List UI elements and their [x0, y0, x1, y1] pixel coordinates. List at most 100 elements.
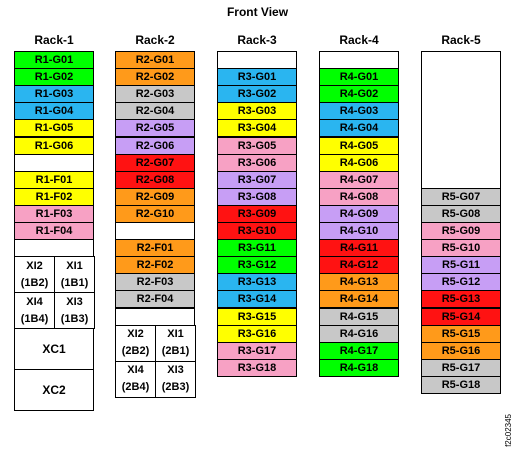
xi-label: XI4: [127, 364, 144, 377]
empty-slot: [14, 239, 94, 258]
xi-label: XI1: [66, 259, 83, 272]
slot-r5-g09: R5-G09: [421, 222, 501, 241]
slot-r2-g03: R2-G03: [115, 85, 195, 104]
slot-r5-g10: R5-G10: [421, 239, 501, 258]
slot-r3-g17: R3-G17: [217, 341, 297, 360]
slot-r1-g01: R1-G01: [14, 51, 94, 70]
xi-sub: (2B4): [121, 381, 150, 394]
slot-r5-g18: R5-G18: [421, 375, 501, 394]
xi-sub: (2B1): [161, 345, 190, 358]
slot-r2-g01: R2-G01: [115, 51, 195, 70]
xi-block: XI3 (2B3): [155, 360, 196, 398]
slot-r4-g07: R4-G07: [319, 170, 399, 189]
slot-r2-g02: R2-G02: [115, 68, 195, 87]
slot-r5-g14: R5-G14: [421, 307, 501, 326]
slot-r1-g05: R1-G05: [14, 119, 94, 138]
xi-sub: (1B2): [20, 276, 49, 289]
empty-slot: [217, 51, 297, 70]
slot-r2-f02: R2-F02: [115, 256, 195, 275]
rack-label: Rack-4: [339, 33, 379, 47]
slot-r4-g14: R4-G14: [319, 290, 399, 309]
slot-r3-g15: R3-G15: [217, 307, 297, 326]
xi-label: XI2: [26, 259, 43, 272]
xi-block: XI4 (2B4): [115, 360, 156, 398]
slot-r3-g11: R3-G11: [217, 239, 297, 258]
slot-r4-g08: R4-G08: [319, 187, 399, 206]
xi-block: XI4 (1B4): [14, 292, 55, 330]
slot-r4-g15: R4-G15: [319, 307, 399, 326]
empty-slot: [14, 153, 94, 172]
slot-r3-g13: R3-G13: [217, 273, 297, 292]
slot-r3-g07: R3-G07: [217, 170, 297, 189]
slot-r1-f03: R1-F03: [14, 204, 94, 223]
slot-r4-g04: R4-G04: [319, 119, 399, 138]
slot-r4-g05: R4-G05: [319, 136, 399, 155]
xi-label: XI3: [66, 295, 83, 308]
empty-slot: [319, 51, 399, 70]
slot-r3-g14: R3-G14: [217, 290, 297, 309]
slot-r1-g02: R1-G02: [14, 68, 94, 87]
rack-label: Rack-2: [135, 33, 175, 47]
xi-block: XI2 (2B2): [115, 324, 156, 362]
xi-sub: (2B2): [121, 345, 150, 358]
slot-r3-g16: R3-G16: [217, 324, 297, 343]
slot-r5-g08: R5-G08: [421, 204, 501, 223]
slot-r3-g04: R3-G04: [217, 119, 297, 138]
xi-label: XI3: [167, 364, 184, 377]
slot-r3-g09: R3-G09: [217, 204, 297, 223]
slot-r2-f04: R2-F04: [115, 290, 195, 309]
slot-r1-g04: R1-G04: [14, 102, 94, 121]
rack-label: Rack-1: [34, 33, 74, 47]
slot-r2-g10: R2-G10: [115, 204, 195, 223]
slot-r5-g13: R5-G13: [421, 290, 501, 309]
slot-r2-g09: R2-G09: [115, 187, 195, 206]
slot-r4-g13: R4-G13: [319, 273, 399, 292]
slot-r4-g11: R4-G11: [319, 239, 399, 258]
slot-r4-g18: R4-G18: [319, 358, 399, 377]
slot-r3-g01: R3-G01: [217, 68, 297, 87]
xi-label: XI1: [167, 328, 184, 341]
slot-r1-g06: R1-G06: [14, 136, 94, 155]
slot-r3-g18: R3-G18: [217, 358, 297, 377]
slot-r4-g06: R4-G06: [319, 153, 399, 172]
xc-block: XC1: [14, 328, 94, 371]
slot-r5-g12: R5-G12: [421, 273, 501, 292]
rack-label: Rack-5: [441, 33, 481, 47]
xi-label: XI2: [127, 328, 144, 341]
slot-r2-g06: R2-G06: [115, 136, 195, 155]
slot-r2-f01: R2-F01: [115, 239, 195, 258]
xi-sub: (1B4): [20, 312, 49, 325]
slot-r4-g17: R4-G17: [319, 341, 399, 360]
slot-r5-g16: R5-G16: [421, 341, 501, 360]
slot-r5-g15: R5-G15: [421, 324, 501, 343]
rack-label: Rack-3: [237, 33, 277, 47]
diagram-title: Front View: [226, 5, 289, 19]
figure-id: f2c02345: [504, 414, 513, 447]
slot-r3-g10: R3-G10: [217, 222, 297, 241]
xi-label: XI4: [26, 295, 43, 308]
slot-r3-g02: R3-G02: [217, 85, 297, 104]
slot-r4-g10: R4-G10: [319, 222, 399, 241]
xi-block: XI2 (1B2): [14, 256, 55, 294]
slot-r2-f03: R2-F03: [115, 273, 195, 292]
slot-r4-g09: R4-G09: [319, 204, 399, 223]
xc-block: XC2: [14, 369, 94, 412]
slot-r1-f02: R1-F02: [14, 187, 94, 206]
slot-r4-g03: R4-G03: [319, 102, 399, 121]
slot-r2-g05: R2-G05: [115, 119, 195, 138]
xi-block: XI3 (1B3): [54, 292, 95, 330]
slot-r3-g03: R3-G03: [217, 102, 297, 121]
slot-r5-g11: R5-G11: [421, 256, 501, 275]
xi-sub: (2B3): [161, 381, 190, 394]
slot-r3-g06: R3-G06: [217, 153, 297, 172]
empty-slot: [421, 51, 501, 189]
slot-r5-g17: R5-G17: [421, 358, 501, 377]
empty-slot: [115, 307, 195, 326]
slot-r4-g16: R4-G16: [319, 324, 399, 343]
slot-r2-g04: R2-G04: [115, 102, 195, 121]
xi-block: XI1 (2B1): [155, 324, 196, 362]
slot-r2-g07: R2-G07: [115, 153, 195, 172]
slot-r3-g05: R3-G05: [217, 136, 297, 155]
slot-r3-g08: R3-G08: [217, 187, 297, 206]
slot-r1-g03: R1-G03: [14, 85, 94, 104]
